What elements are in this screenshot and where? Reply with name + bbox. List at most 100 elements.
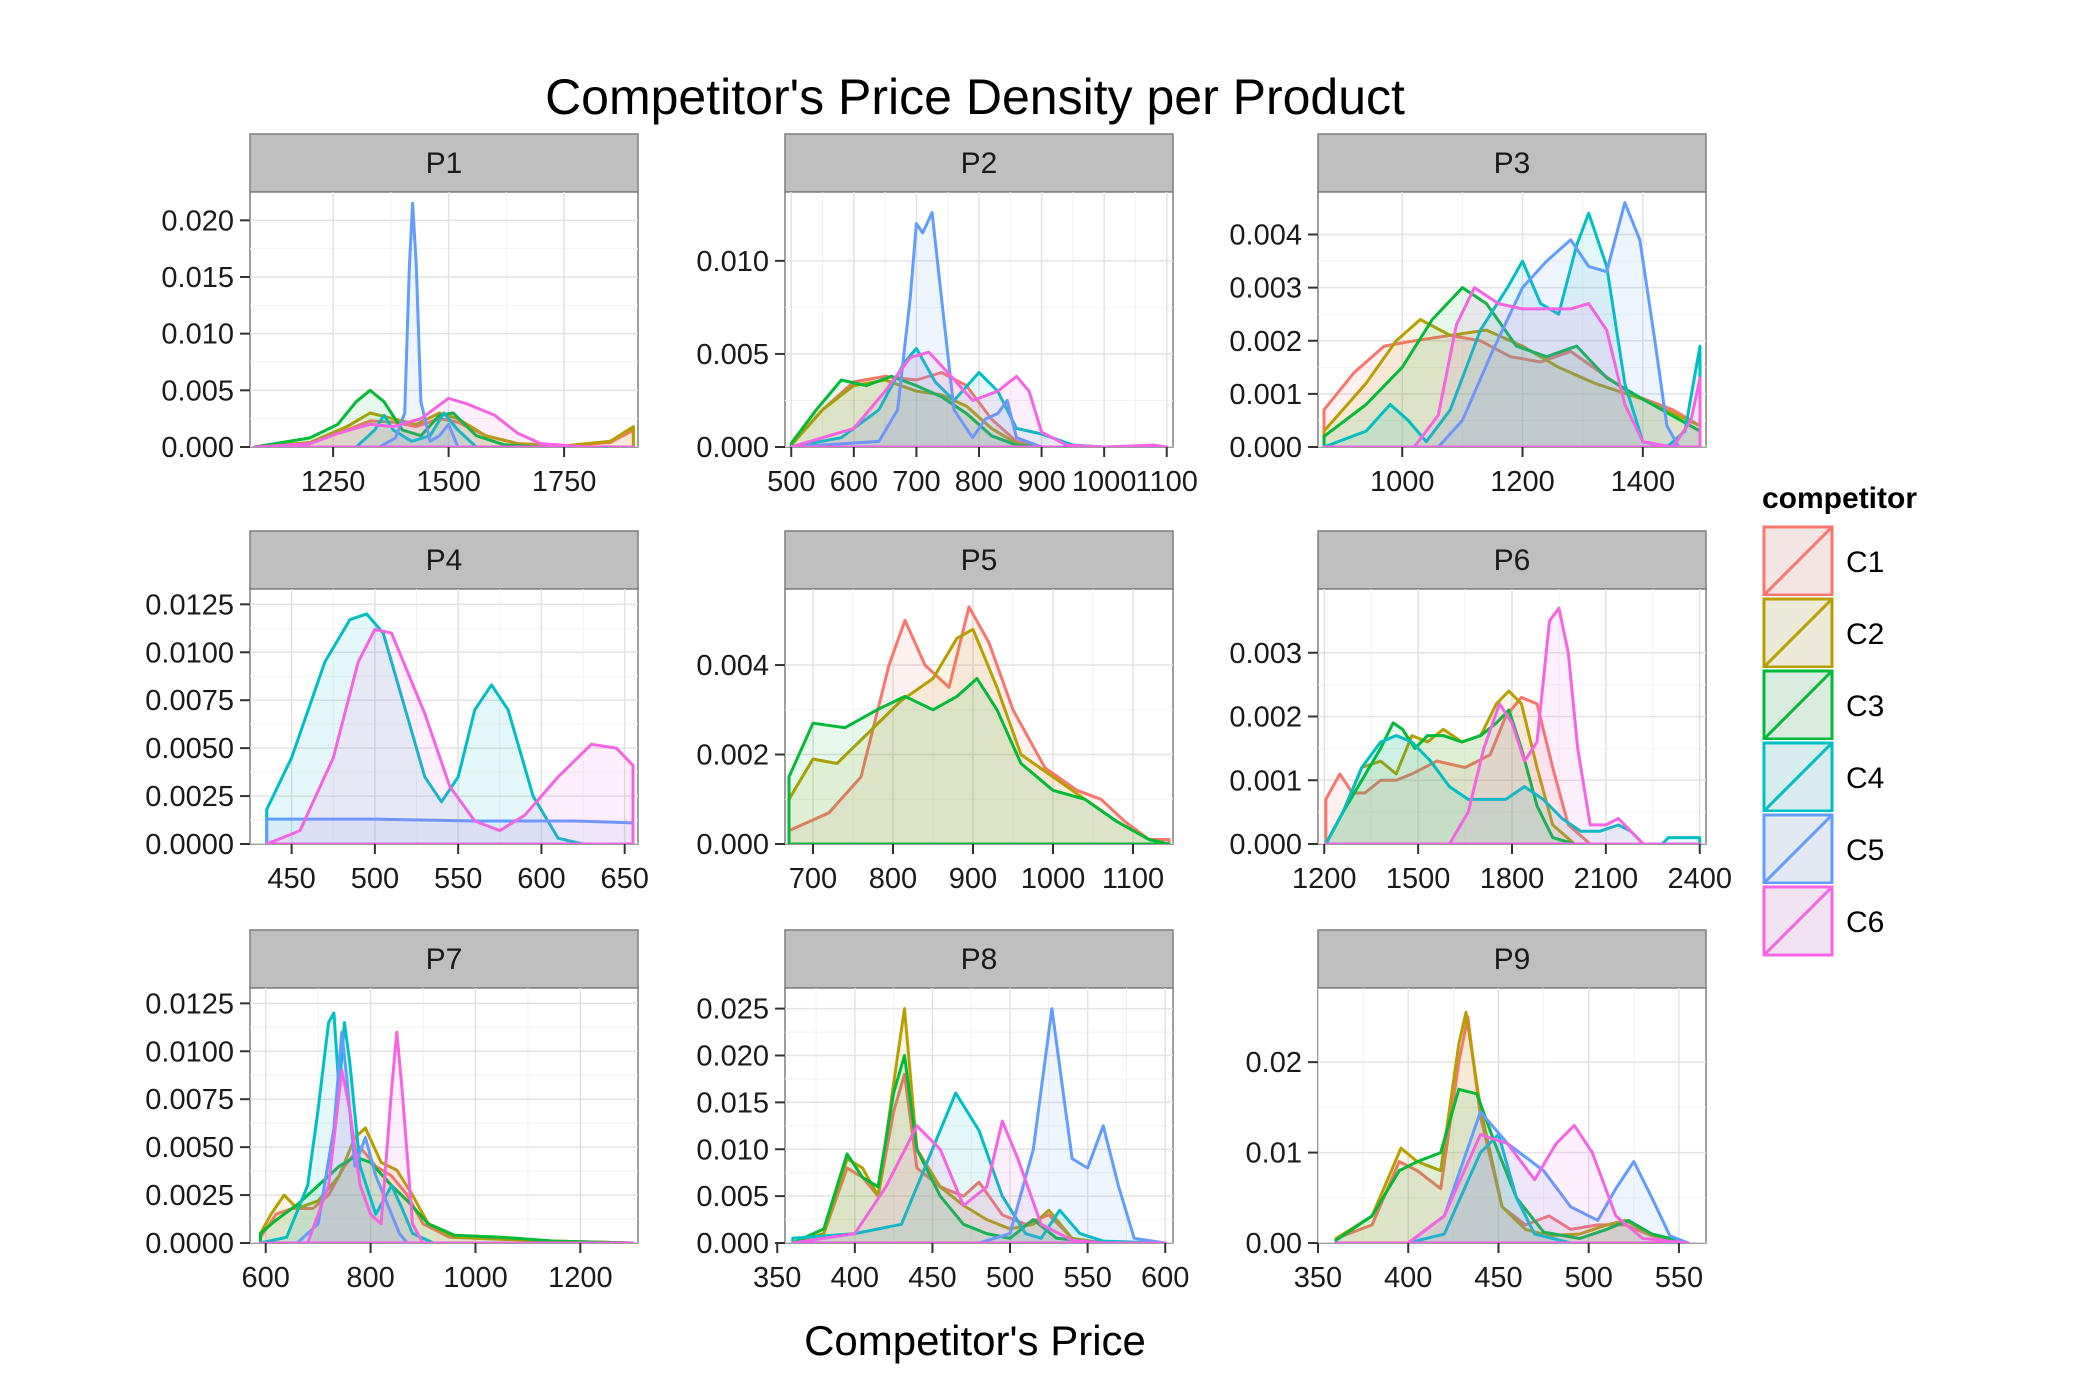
legend-key-diagonal <box>1762 597 1834 669</box>
panel-strip-label-p2: P2 <box>961 147 998 180</box>
density-p1-c3 <box>253 388 543 447</box>
gridlines-p9 <box>1318 988 1706 1243</box>
panel-background-p8 <box>784 987 1174 1244</box>
x-tick-label-p2-2: 700 <box>892 466 940 498</box>
gridlines-p7 <box>250 988 638 1243</box>
y-tick-label-p9-2: 0.02 <box>1246 1047 1302 1079</box>
x-tick-label-p5-3: 1000 <box>1021 863 1086 895</box>
y-tick-label-p7-3: 0.0075 <box>145 1084 234 1116</box>
panel-strip-p7 <box>249 929 639 989</box>
density-areas-p1 <box>253 201 635 447</box>
x-tick-label-p3-2: 1400 <box>1611 466 1676 498</box>
y-tick-label-p6-3: 0.003 <box>1229 638 1302 670</box>
x-tick-label-p9-2: 450 <box>1474 1262 1522 1294</box>
x-tick-label-p8-4: 550 <box>1063 1262 1111 1294</box>
density-p8-c4 <box>791 1091 1167 1243</box>
density-p9-c2 <box>1334 1010 1690 1243</box>
density-p9-c6 <box>1334 1123 1690 1243</box>
panel-p3: P3 0.000 0.001 0.002 0.003 0.004 1000 1200 1400 <box>1229 133 1707 498</box>
y-tick-label-p1-4: 0.020 <box>161 205 234 237</box>
legend-item-c5: C5 <box>1761 812 1884 886</box>
panel-strip-p1 <box>249 133 639 193</box>
panel-p6: P6 0.000 0.001 0.002 0.003 1200 1500 1800 2100 24… <box>1229 530 1732 895</box>
y-tick-label-p4-3: 0.0075 <box>145 685 234 717</box>
y-tick-label-p1-0: 0.000 <box>161 432 234 464</box>
y-tick-label-p7-1: 0.0025 <box>145 1180 234 1212</box>
x-tick-label-p8-3: 500 <box>986 1262 1034 1294</box>
panel-strip-label-p1: P1 <box>426 147 463 180</box>
panel-strip-p2 <box>784 133 1174 193</box>
density-p9-c4 <box>1334 1133 1690 1243</box>
legend-key-diagonal <box>1762 885 1834 957</box>
x-tick-label-p2-0: 500 <box>767 466 815 498</box>
density-areas-p5 <box>787 605 1171 844</box>
y-tick-label-p8-0: 0.000 <box>696 1228 769 1260</box>
x-tick-label-p5-4: 1100 <box>1102 863 1164 895</box>
legend-key-diagonal <box>1762 813 1834 885</box>
x-tick-label-p7-2: 1000 <box>443 1262 508 1294</box>
chart-title: Competitor's Price Density per Product <box>545 69 1405 125</box>
density-p4-c4 <box>265 612 635 844</box>
x-tick-label-p4-1: 500 <box>351 863 399 895</box>
x-tick-label-p6-0: 1200 <box>1292 863 1357 895</box>
y-tick-label-p3-2: 0.002 <box>1229 326 1302 358</box>
x-tick-label-p8-2: 450 <box>908 1262 956 1294</box>
density-p9-c3 <box>1334 1087 1690 1243</box>
x-tick-label-p5-2: 900 <box>949 863 997 895</box>
gridlines-p6 <box>1318 589 1706 844</box>
panel-p9: P9 0.00 0.01 0.02 350 400 450 500 550 <box>1246 929 1707 1294</box>
x-tick-label-p8-5: 600 <box>1141 1262 1189 1294</box>
density-p3-c3 <box>1322 286 1702 447</box>
legend-item-c3: C3 <box>1761 668 1884 742</box>
panel-p2: P2 0.000 0.005 0.010 500 600 700 800 900 1000 1100 <box>696 133 1198 498</box>
y-tick-label-p1-3: 0.015 <box>161 262 234 294</box>
x-tick-label-p4-4: 650 <box>600 863 648 895</box>
x-tick-label-p6-1: 1500 <box>1386 863 1451 895</box>
panel-p4: P4 0.0000 0.0025 0.0050 0.0075 0.0100 0.0125 45… <box>145 530 649 895</box>
density-p2-c6 <box>789 350 1169 447</box>
panel-strip-p6 <box>1317 530 1707 590</box>
x-tick-label-p9-4: 550 <box>1655 1262 1703 1294</box>
panel-strip-label-p9: P9 <box>1494 943 1531 976</box>
y-tick-label-p6-2: 0.002 <box>1229 702 1302 734</box>
y-tick-label-p1-2: 0.010 <box>161 319 234 351</box>
density-p2-c5 <box>789 211 1169 447</box>
x-tick-label-p4-0: 450 <box>267 863 315 895</box>
y-tick-label-p8-1: 0.005 <box>696 1181 769 1213</box>
y-tick-label-p2-0: 0.000 <box>696 432 769 464</box>
density-p9-c5 <box>1334 1110 1690 1243</box>
x-tick-label-p4-2: 550 <box>434 863 482 895</box>
density-p8-c6 <box>791 1119 1167 1243</box>
y-tick-label-p3-4: 0.004 <box>1229 220 1302 252</box>
x-tick-label-p1-0: 1250 <box>301 466 366 498</box>
y-tick-label-p8-3: 0.015 <box>696 1087 769 1119</box>
y-tick-label-p8-2: 0.010 <box>696 1134 769 1166</box>
legend-key-diagonal <box>1762 669 1834 741</box>
density-p1-c5 <box>253 201 635 447</box>
panel-background-p1 <box>249 191 639 448</box>
legend-label-c4: C4 <box>1846 762 1884 795</box>
y-tick-label-p2-1: 0.005 <box>696 339 769 371</box>
density-p1-c6 <box>253 396 635 447</box>
x-tick-label-p2-6: 1100 <box>1136 466 1198 498</box>
y-tick-label-p1-1: 0.005 <box>161 375 234 407</box>
gridlines-p2 <box>785 192 1173 447</box>
y-tick-label-p8-4: 0.020 <box>696 1041 769 1073</box>
x-tick-label-p8-1: 400 <box>831 1262 879 1294</box>
gridlines-p8 <box>785 988 1173 1243</box>
panel-strip-label-p6: P6 <box>1494 544 1531 577</box>
y-tick-label-p7-2: 0.0050 <box>145 1132 234 1164</box>
density-p4-c6 <box>265 627 635 844</box>
y-tick-label-p7-4: 0.0100 <box>145 1036 234 1068</box>
density-p8-c5 <box>791 1007 1167 1243</box>
y-tick-label-p5-0: 0.000 <box>696 829 769 861</box>
y-tick-label-p4-4: 0.0100 <box>145 637 234 669</box>
x-tick-label-p7-3: 1200 <box>548 1262 613 1294</box>
legend-label-c2: C2 <box>1846 618 1884 651</box>
density-p3-c5 <box>1322 201 1702 447</box>
x-tick-label-p9-0: 350 <box>1294 1262 1342 1294</box>
panel-strip-p5 <box>784 530 1174 590</box>
legend-label-c5: C5 <box>1846 834 1884 867</box>
